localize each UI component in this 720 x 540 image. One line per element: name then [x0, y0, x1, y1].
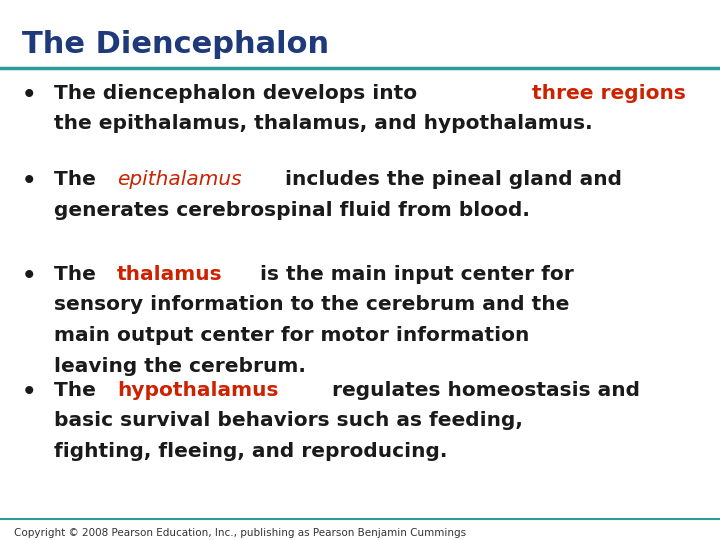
Text: The: The — [54, 170, 103, 189]
Text: sensory information to the cerebrum and the: sensory information to the cerebrum and … — [54, 295, 570, 314]
Text: The diencephalon develops into: The diencephalon develops into — [54, 84, 424, 103]
Text: main output center for motor information: main output center for motor information — [54, 326, 529, 345]
Text: •: • — [22, 265, 36, 288]
Text: thalamus: thalamus — [117, 265, 222, 284]
Text: hypothalamus: hypothalamus — [117, 381, 279, 400]
Text: the epithalamus, thalamus, and hypothalamus.: the epithalamus, thalamus, and hypothala… — [54, 114, 593, 133]
Text: three regions: three regions — [531, 84, 685, 103]
Text: •: • — [22, 84, 36, 107]
Text: includes the pineal gland and: includes the pineal gland and — [278, 170, 622, 189]
Text: Copyright © 2008 Pearson Education, Inc., publishing as Pearson Benjamin Cumming: Copyright © 2008 Pearson Education, Inc.… — [14, 528, 467, 538]
Text: fighting, fleeing, and reproducing.: fighting, fleeing, and reproducing. — [54, 442, 447, 461]
Text: The: The — [54, 381, 103, 400]
Text: basic survival behaviors such as feeding,: basic survival behaviors such as feeding… — [54, 411, 523, 430]
Text: •: • — [22, 170, 36, 193]
Text: The Diencephalon: The Diencephalon — [22, 30, 329, 59]
Text: regulates homeostasis and: regulates homeostasis and — [325, 381, 641, 400]
Text: generates cerebrospinal fluid from blood.: generates cerebrospinal fluid from blood… — [54, 201, 530, 220]
Text: is the main input center for: is the main input center for — [253, 265, 574, 284]
Text: epithalamus: epithalamus — [117, 170, 242, 189]
Text: The: The — [54, 265, 103, 284]
Text: leaving the cerebrum.: leaving the cerebrum. — [54, 357, 306, 376]
Text: •: • — [22, 381, 36, 404]
